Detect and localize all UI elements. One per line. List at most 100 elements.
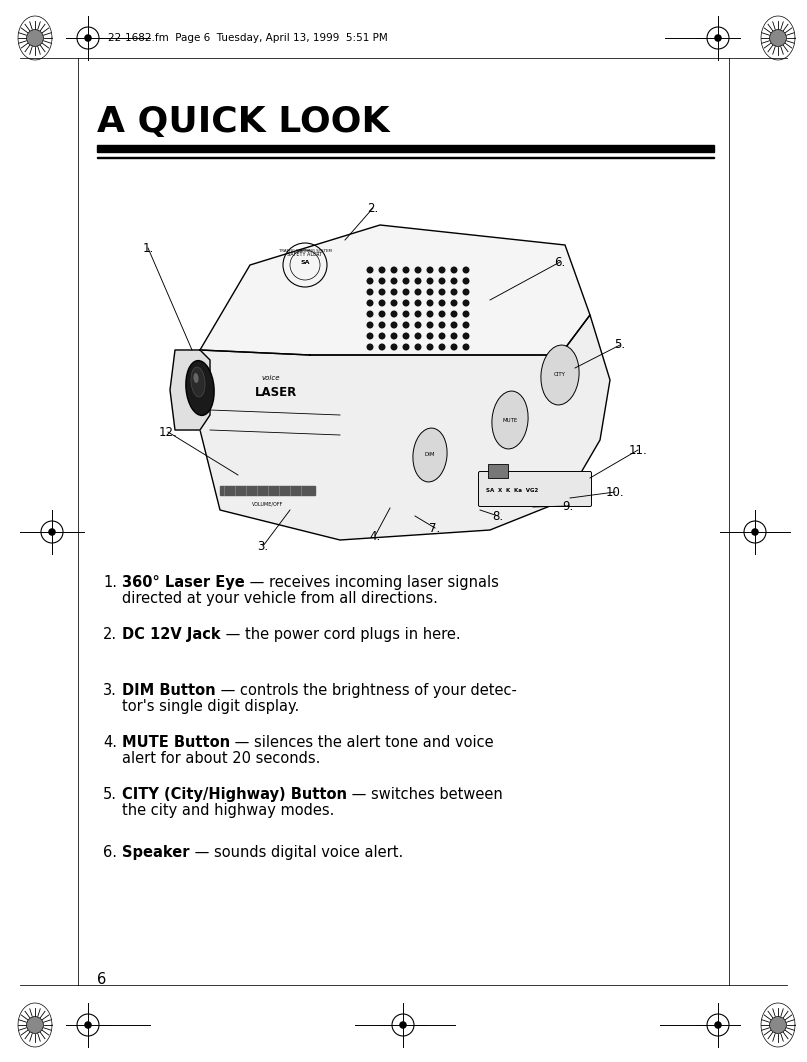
Text: the city and highway modes.: the city and highway modes. xyxy=(122,803,334,818)
Circle shape xyxy=(451,301,457,306)
Circle shape xyxy=(439,278,445,284)
Circle shape xyxy=(439,333,445,339)
Circle shape xyxy=(85,1022,91,1028)
Text: — the power cord plugs in here.: — the power cord plugs in here. xyxy=(220,627,460,643)
Circle shape xyxy=(391,333,397,339)
Text: LASER: LASER xyxy=(255,386,297,398)
Circle shape xyxy=(27,30,44,47)
Circle shape xyxy=(379,322,385,328)
Circle shape xyxy=(770,30,786,47)
Circle shape xyxy=(379,289,385,295)
Circle shape xyxy=(415,301,420,306)
Text: SA  X  K  Ka  VG2: SA X K Ka VG2 xyxy=(486,487,538,493)
Text: SAFETY ALERT: SAFETY ALERT xyxy=(287,253,323,257)
Circle shape xyxy=(379,301,385,306)
Circle shape xyxy=(391,311,397,316)
Circle shape xyxy=(752,529,758,535)
Circle shape xyxy=(404,311,409,316)
Circle shape xyxy=(715,35,721,41)
Circle shape xyxy=(367,289,373,295)
Text: — switches between: — switches between xyxy=(347,787,503,802)
Polygon shape xyxy=(170,350,210,430)
Text: alert for about 20 seconds.: alert for about 20 seconds. xyxy=(122,751,320,766)
Circle shape xyxy=(391,289,397,295)
Text: directed at your vehicle from all directions.: directed at your vehicle from all direct… xyxy=(122,590,438,606)
Circle shape xyxy=(379,333,385,339)
Bar xyxy=(488,464,508,478)
Circle shape xyxy=(415,268,420,273)
Circle shape xyxy=(391,268,397,273)
Text: — silences the alert tone and voice: — silences the alert tone and voice xyxy=(230,735,494,750)
Circle shape xyxy=(367,311,373,316)
Circle shape xyxy=(427,322,433,328)
Text: 8.: 8. xyxy=(492,510,504,523)
Circle shape xyxy=(415,311,420,316)
Text: 1.: 1. xyxy=(103,575,117,590)
Circle shape xyxy=(367,344,373,349)
Circle shape xyxy=(367,322,373,328)
Circle shape xyxy=(404,333,409,339)
Ellipse shape xyxy=(492,391,528,449)
Circle shape xyxy=(770,1016,786,1033)
Circle shape xyxy=(404,289,409,295)
Circle shape xyxy=(367,301,373,306)
Circle shape xyxy=(415,278,420,284)
Ellipse shape xyxy=(186,361,214,415)
Text: Speaker: Speaker xyxy=(122,845,190,860)
Text: 3.: 3. xyxy=(257,539,269,552)
Text: 6: 6 xyxy=(97,972,107,987)
Text: CITY (City/Highway) Button: CITY (City/Highway) Button xyxy=(122,787,347,802)
Ellipse shape xyxy=(194,373,199,383)
Text: 4.: 4. xyxy=(370,530,381,543)
Circle shape xyxy=(451,278,457,284)
Circle shape xyxy=(451,344,457,349)
Circle shape xyxy=(715,1022,721,1028)
Circle shape xyxy=(463,333,469,339)
Circle shape xyxy=(404,268,409,273)
Text: 3.: 3. xyxy=(103,683,117,698)
Circle shape xyxy=(404,301,409,306)
Circle shape xyxy=(451,289,457,295)
Ellipse shape xyxy=(191,367,205,397)
Text: DIM Button: DIM Button xyxy=(122,683,215,698)
Text: MUTE: MUTE xyxy=(503,417,517,423)
Circle shape xyxy=(415,333,420,339)
Text: 6.: 6. xyxy=(554,256,566,269)
Polygon shape xyxy=(200,225,590,355)
Circle shape xyxy=(451,322,457,328)
Text: TRAFFIC WARNING SYSTEM: TRAFFIC WARNING SYSTEM xyxy=(278,249,332,253)
Circle shape xyxy=(391,322,397,328)
Text: — receives incoming laser signals: — receives incoming laser signals xyxy=(245,575,499,590)
Circle shape xyxy=(427,289,433,295)
Circle shape xyxy=(427,268,433,273)
Bar xyxy=(97,145,714,152)
Text: tor's single digit display.: tor's single digit display. xyxy=(122,699,299,714)
Circle shape xyxy=(415,322,420,328)
Bar xyxy=(97,156,714,158)
Circle shape xyxy=(427,301,433,306)
Circle shape xyxy=(404,344,409,349)
Text: A QUICK LOOK: A QUICK LOOK xyxy=(97,105,390,139)
Circle shape xyxy=(439,344,445,349)
Text: 22-1682.fm  Page 6  Tuesday, April 13, 1999  5:51 PM: 22-1682.fm Page 6 Tuesday, April 13, 199… xyxy=(108,33,387,42)
Circle shape xyxy=(379,311,385,316)
Text: 5.: 5. xyxy=(103,787,117,802)
Circle shape xyxy=(391,301,397,306)
Circle shape xyxy=(49,529,55,535)
Text: 1.: 1. xyxy=(142,241,153,255)
Text: 11.: 11. xyxy=(629,444,647,457)
Text: 2.: 2. xyxy=(102,627,117,643)
Bar xyxy=(220,486,315,495)
Polygon shape xyxy=(200,315,610,539)
Circle shape xyxy=(367,333,373,339)
Circle shape xyxy=(439,289,445,295)
Circle shape xyxy=(463,278,469,284)
Circle shape xyxy=(415,344,420,349)
Text: 360° Laser Eye: 360° Laser Eye xyxy=(122,575,245,590)
Circle shape xyxy=(463,322,469,328)
Text: 9.: 9. xyxy=(562,499,574,513)
Circle shape xyxy=(463,301,469,306)
Circle shape xyxy=(400,1022,406,1028)
Text: 10.: 10. xyxy=(606,485,625,498)
Circle shape xyxy=(451,333,457,339)
